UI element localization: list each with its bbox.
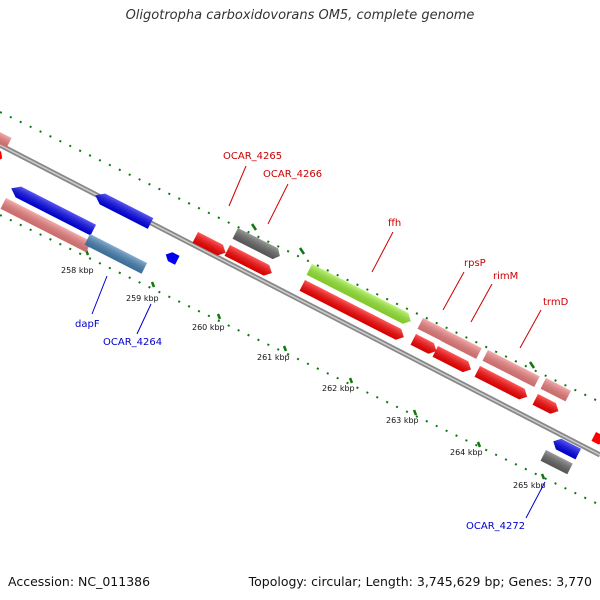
gene-red-ocar4265[interactable] <box>192 232 229 258</box>
label-rimM[interactable]: rimM <box>493 271 518 282</box>
map-title: Oligotropha carboxidovorans OM5, complet… <box>125 8 475 23</box>
gene-red-rimM[interactable] <box>432 346 474 375</box>
gene-red-long[interactable] <box>299 280 407 342</box>
gene-blue-2[interactable] <box>93 190 154 229</box>
gene-red-right[interactable] <box>532 394 562 416</box>
gene-blue-ocar4272[interactable] <box>551 436 581 460</box>
gene-pink-rpsP[interactable] <box>417 318 447 341</box>
gene-red-edge[interactable] <box>591 432 600 446</box>
tick-label-263: 263 kbp <box>386 416 419 425</box>
genome-backbone <box>0 142 600 458</box>
label-ffh[interactable]: ffh <box>388 218 401 229</box>
tick-label-262: 262 kbp <box>322 384 355 393</box>
gene-gray-ocar4266[interactable] <box>232 228 283 261</box>
gene-partial-red-top[interactable] <box>0 148 5 163</box>
tick-label-259: 259 kbp <box>126 294 159 303</box>
gene-red-rpsP[interactable] <box>410 334 440 356</box>
tick-label-258: 258 kbp <box>61 266 94 275</box>
label-ocar-4264[interactable]: OCAR_4264 <box>103 337 162 348</box>
gene-red-2[interactable] <box>224 245 275 278</box>
inner-tick-row <box>0 214 600 506</box>
label-ocar-4266[interactable]: OCAR_4266 <box>263 169 322 180</box>
gene-blue-1[interactable] <box>9 183 96 236</box>
gene-gray-ocar4272[interactable] <box>540 450 573 475</box>
gene-partial-pink-top[interactable] <box>0 127 12 148</box>
label-ocar-4272[interactable]: OCAR_4272 <box>466 521 525 532</box>
major-ticks <box>84 223 546 480</box>
tick-label-265: 265 kbp <box>513 481 546 490</box>
outer-tick-row <box>0 111 600 403</box>
label-dapF[interactable]: dapF <box>75 319 100 330</box>
gene-blue-small[interactable] <box>163 250 180 265</box>
tick-label-260: 260 kbp <box>192 323 225 332</box>
tick-label-264: 264 kbp <box>450 448 483 457</box>
leader-lines <box>91 165 546 519</box>
gene-pink-trmD[interactable] <box>482 350 540 388</box>
label-trmD[interactable]: trmD <box>543 297 569 308</box>
gene-pink-right[interactable] <box>540 378 571 402</box>
genome-summary-text: Topology: circular; Length: 3,745,629 bp… <box>248 574 592 589</box>
label-ocar-4265[interactable]: OCAR_4265 <box>223 151 282 162</box>
label-rpsP[interactable]: rpsP <box>464 258 486 269</box>
gene-steel-blue-dapF[interactable] <box>84 234 148 274</box>
accession-text: Accession: NC_011386 <box>8 574 151 589</box>
gene-labels: OCAR_4265 OCAR_4266 ffh rpsP rimM trmD d… <box>75 151 569 532</box>
gene-pink-dapF-region[interactable] <box>0 198 92 253</box>
gene-pink-rimM[interactable] <box>440 330 482 359</box>
kbp-labels: 258 kbp 259 kbp 260 kbp 261 kbp 262 kbp … <box>61 266 546 490</box>
gene-red-trmD[interactable] <box>474 366 530 402</box>
gene-green-ffh[interactable] <box>306 264 414 326</box>
tick-label-261: 261 kbp <box>257 353 290 362</box>
